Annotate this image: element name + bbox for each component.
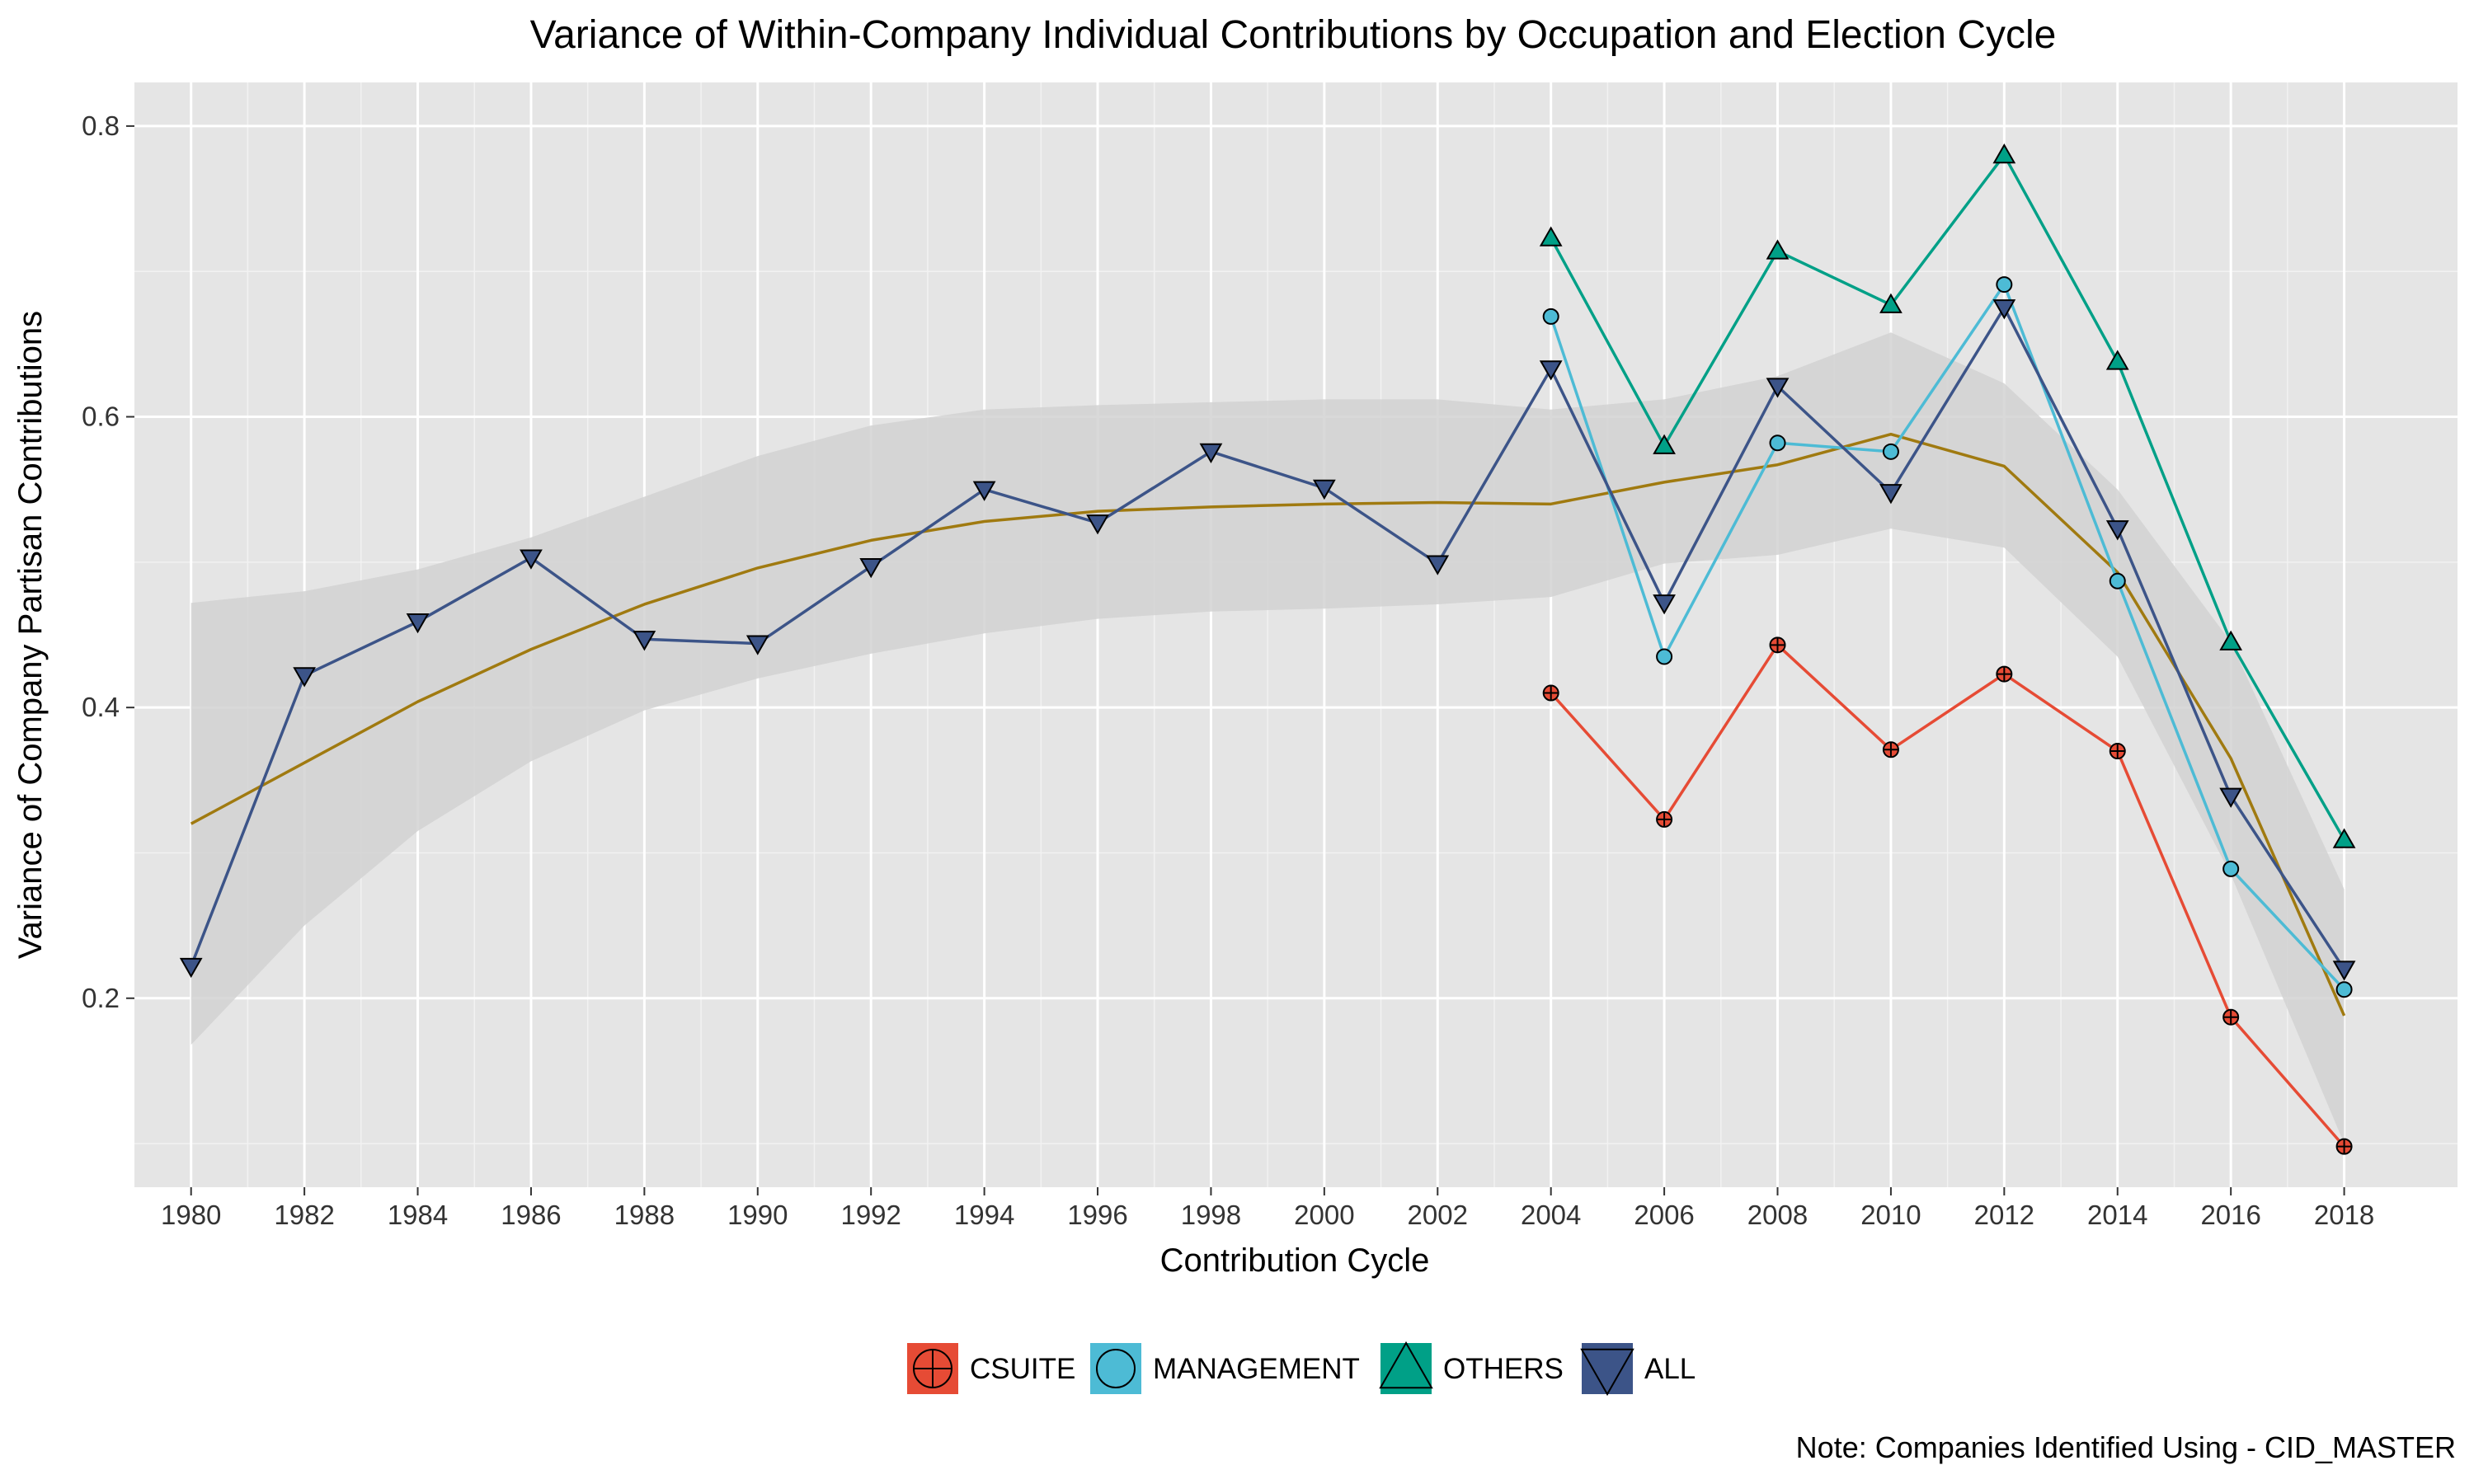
x-tick-label: 2016 — [2200, 1200, 2260, 1230]
legend-marker-csuite — [913, 1349, 952, 1388]
chart-caption: Note: Companies Identified Using - CID_M… — [1796, 1430, 2456, 1464]
legend-marker-all — [1580, 1348, 1634, 1397]
confidence-band — [190, 332, 2345, 1144]
smooth-fit-line — [190, 432, 2346, 1017]
y-tick-label: 0.4 — [82, 692, 120, 722]
data-point-all-1986 — [520, 549, 543, 570]
data-point-csuite-2010 — [1882, 741, 1899, 758]
series-line-management — [1550, 283, 2345, 991]
data-point-others-2016 — [2219, 630, 2243, 650]
data-point-others-2010 — [1879, 293, 1903, 313]
x-tick-label: 2012 — [1974, 1200, 2034, 1230]
data-point-others-2006 — [1653, 434, 1676, 454]
data-point-all-1996 — [1086, 514, 1109, 535]
data-point-all-2008 — [1766, 378, 1790, 398]
legend-label-all: ALL — [1644, 1353, 1696, 1385]
data-point-csuite-2016 — [2222, 1008, 2240, 1026]
data-point-all-2010 — [1879, 484, 1903, 505]
y-axis-label: Variance of Company Partisan Contributio… — [12, 311, 49, 959]
legend-label-csuite: CSUITE — [970, 1353, 1075, 1385]
smooth-fit — [190, 432, 2346, 1017]
series-line-others — [1550, 153, 2346, 841]
x-tick-label: 2004 — [1521, 1200, 1581, 1230]
legend-marker-others — [1379, 1341, 1433, 1389]
x-tick-label: 2010 — [1860, 1200, 1921, 1230]
legend: CSUITE MANAGEMENT OTHERS ALL — [907, 1341, 1696, 1397]
data-point-others-2008 — [1766, 239, 1790, 260]
data-point-csuite-2014 — [2109, 743, 2126, 760]
y-tick-label: 0.6 — [82, 402, 120, 432]
axes: 1980 1982 1984 1986 1988 1990 1992 1994 1996 1998… — [82, 110, 2374, 1230]
data-point-all-2004 — [1539, 360, 1563, 381]
x-tick-label: 1998 — [1181, 1200, 1241, 1230]
data-point-all-1980 — [179, 957, 203, 979]
data-point-all-2016 — [2219, 787, 2243, 808]
x-tick-label: 2018 — [2314, 1200, 2374, 1230]
series-points — [179, 143, 2356, 1155]
data-point-others-2014 — [2105, 350, 2129, 370]
data-point-csuite-2008 — [1769, 636, 1786, 654]
data-point-all-1984 — [406, 613, 430, 634]
x-tick-label: 1996 — [1067, 1200, 1127, 1230]
data-point-all-1992 — [859, 558, 883, 579]
legend-marker-management — [1096, 1349, 1136, 1388]
data-point-others-2018 — [2332, 828, 2356, 848]
data-point-management-2018 — [2335, 981, 2353, 998]
data-point-management-2004 — [1542, 308, 1559, 325]
data-point-all-2000 — [1312, 479, 1336, 500]
data-point-all-2002 — [1426, 555, 1450, 575]
data-point-csuite-2004 — [1542, 684, 1559, 702]
data-point-management-2010 — [1882, 443, 1899, 460]
confidence-band-area — [190, 332, 2345, 1144]
data-point-all-1998 — [1199, 443, 1223, 464]
data-point-all-1994 — [972, 481, 996, 501]
y-tick-label: 0.2 — [82, 983, 120, 1013]
data-point-all-1990 — [745, 635, 769, 655]
data-point-all-2006 — [1653, 594, 1676, 615]
data-point-all-1982 — [293, 667, 316, 688]
series-line-all — [190, 306, 2346, 970]
x-tick-label: 2000 — [1294, 1200, 1354, 1230]
legend-label-others: OTHERS — [1443, 1353, 1564, 1385]
x-tick-label: 1994 — [954, 1200, 1014, 1230]
legend-label-management: MANAGEMENT — [1153, 1353, 1360, 1385]
series-line-csuite — [1550, 643, 2345, 1148]
data-point-all-1988 — [633, 631, 656, 651]
x-tick-label: 1992 — [840, 1200, 901, 1230]
x-tick-label: 1984 — [388, 1200, 448, 1230]
x-axis-label: Contribution Cycle — [1160, 1242, 1430, 1279]
data-point-management-2012 — [1996, 276, 2013, 294]
x-tick-label: 2002 — [1408, 1200, 1468, 1230]
data-point-all-2018 — [2332, 960, 2356, 981]
x-tick-label: 1986 — [501, 1200, 561, 1230]
data-point-csuite-2006 — [1656, 810, 1673, 828]
data-point-all-2014 — [2105, 520, 2129, 541]
y-tick-label: 0.8 — [82, 110, 120, 141]
data-point-management-2016 — [2222, 860, 2240, 877]
x-tick-label: 2014 — [2087, 1200, 2147, 1230]
chart-title: Variance of Within-Company Individual Co… — [530, 13, 2057, 57]
x-tick-label: 1990 — [727, 1200, 788, 1230]
series-lines — [190, 153, 2346, 1148]
data-point-management-2006 — [1656, 648, 1673, 665]
data-point-csuite-2018 — [2335, 1138, 2353, 1155]
x-tick-label: 2006 — [1634, 1200, 1694, 1230]
data-point-all-2012 — [1992, 299, 2016, 320]
data-point-management-2014 — [2109, 572, 2126, 589]
data-point-others-2012 — [1992, 143, 2016, 164]
data-point-others-2004 — [1539, 226, 1563, 247]
x-tick-label: 2008 — [1747, 1200, 1808, 1230]
x-tick-label: 1988 — [614, 1200, 675, 1230]
data-point-csuite-2012 — [1996, 665, 2013, 683]
x-tick-label: 1982 — [274, 1200, 334, 1230]
data-point-management-2008 — [1769, 434, 1786, 452]
x-tick-label: 1980 — [161, 1200, 221, 1230]
